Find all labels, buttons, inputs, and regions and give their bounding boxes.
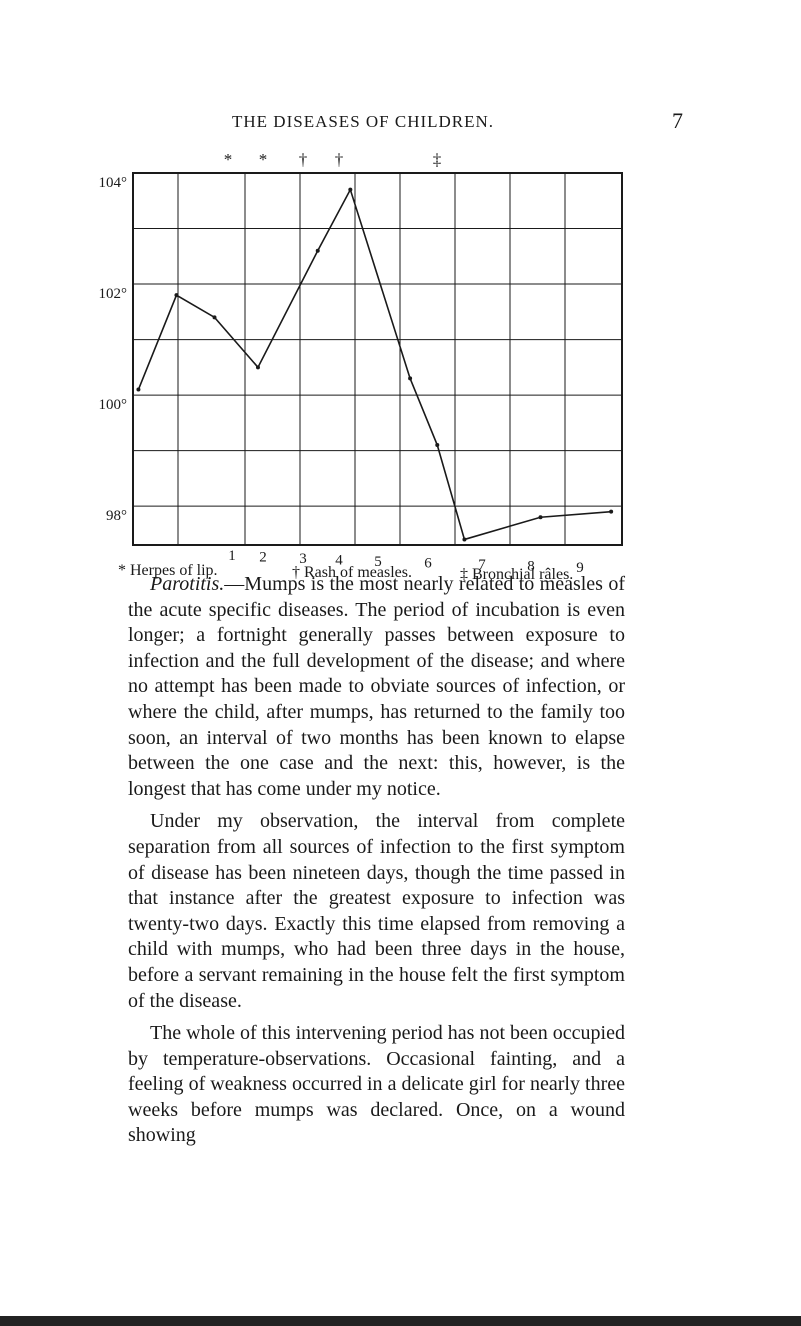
paragraph-text: —Mumps is the most nearly related to mea…	[128, 573, 625, 800]
reading-point	[136, 387, 141, 392]
top-marker: †	[335, 150, 344, 169]
top-marker: †	[299, 150, 308, 169]
reading-point	[408, 376, 413, 381]
y-tick-label: 104°	[99, 175, 128, 191]
paragraph: Under my observation, the interval from …	[128, 810, 625, 1012]
legend-entry: ‡ Bronchial râles.	[460, 566, 573, 580]
y-tick-label: 102°	[99, 286, 128, 302]
day-label: 6	[424, 556, 432, 572]
page-number: 7	[672, 108, 684, 133]
reading-point	[255, 365, 260, 370]
body-text: Parotitis.—Mumps is the most nearly rela…	[128, 572, 625, 1156]
running-head: THE DISEASES OF CHILDREN.	[232, 112, 495, 131]
reading-point	[609, 509, 614, 514]
chart-frame	[132, 172, 623, 546]
day-label: 1	[228, 548, 236, 564]
day-label: 3	[299, 551, 307, 567]
reading-point	[538, 515, 543, 520]
day-label: 8	[527, 559, 535, 575]
day-label: 9	[576, 560, 584, 576]
reading-point	[462, 537, 467, 542]
top-marker: *	[259, 150, 268, 169]
legend-entry: * Herpes of lip.	[118, 562, 218, 579]
scan-edge	[0, 1316, 801, 1326]
top-marker: ‡	[433, 150, 442, 169]
y-tick-label: 100°	[99, 397, 128, 413]
temperature-line	[137, 187, 612, 541]
paragraph: The whole of this intervening period has…	[128, 1022, 625, 1147]
day-label: 5	[374, 554, 382, 570]
reading-point	[348, 187, 353, 192]
reading-point	[174, 293, 179, 298]
day-label: 2	[259, 550, 267, 566]
reading-point	[212, 315, 217, 320]
reading-point	[315, 248, 320, 253]
temperature-chart: 104° 102° 100° 98° 1 2 3 4 5 6 7 8 9 * * † † ‡ * Herpes of…	[99, 150, 623, 580]
day-label: 7	[478, 557, 486, 573]
legend-entry: † Rash of measles.	[292, 564, 412, 580]
reading-point	[435, 443, 440, 448]
paragraph-lead: Parotitis.	[150, 573, 225, 595]
y-tick-label: 98°	[106, 508, 127, 524]
paragraph: Parotitis.—Mumps is the most nearly rela…	[128, 572, 625, 802]
top-marker: *	[224, 150, 233, 169]
day-label: 4	[335, 553, 343, 569]
